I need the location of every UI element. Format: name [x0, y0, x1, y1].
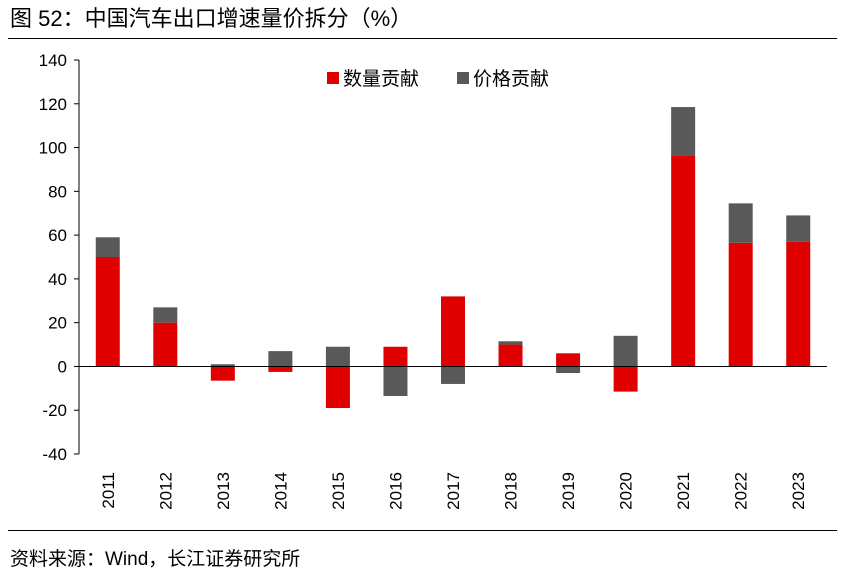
legend: 数量贡献 价格贡献 [327, 68, 549, 90]
bar-2013-series-0 [210, 366, 235, 381]
bar-2011-series-0 [95, 257, 120, 367]
legend-swatch-0 [327, 72, 339, 84]
x-axis-labels: 2011 2012 2013 2014 2015 2016 2017 2018 2019 2020… [99, 472, 808, 510]
bar-2016-series-0 [383, 346, 408, 367]
chart-title: 图 52：中国汽车出口增速量价拆分（%） [10, 6, 413, 31]
legend-label-1: 价格贡献 [473, 68, 549, 90]
y-tick-label: 140 [39, 51, 67, 70]
x-tick-label: 2014 [271, 472, 290, 510]
y-tick-label: -40 [42, 445, 67, 464]
x-tick-label: 2015 [329, 472, 348, 510]
bar-2022-series-0 [728, 242, 753, 367]
y-tick-label: 60 [48, 226, 67, 245]
x-tick-label: 2018 [502, 472, 521, 510]
y-tick-label: -20 [42, 401, 67, 420]
x-tick-label: 2021 [674, 472, 693, 510]
bar-2015-series-1 [325, 346, 350, 367]
bar-2019-series-0 [556, 353, 581, 367]
legend-swatch-1 [457, 72, 469, 84]
x-tick-label: 2023 [789, 472, 808, 510]
bar-2014-series-1 [268, 351, 293, 367]
source-note: 资料来源：Wind，长江证券研究所 [10, 549, 301, 570]
x-tick-label: 2011 [99, 472, 118, 509]
bar-2022-series-1 [728, 203, 753, 243]
y-tick-label: 0 [58, 357, 67, 376]
bar-2012-series-0 [153, 322, 178, 367]
bar-2018-series-1 [498, 341, 523, 345]
legend-label-0: 数量贡献 [343, 68, 419, 90]
bars [95, 107, 811, 409]
bar-2011-series-1 [95, 237, 120, 257]
bar-2023-series-1 [786, 215, 811, 242]
bar-2013-series-1 [210, 364, 235, 367]
x-tick-label: 2013 [214, 472, 233, 510]
bar-2019-series-1 [556, 366, 581, 374]
y-tick-label: 20 [48, 314, 67, 333]
bar-2017-series-1 [441, 366, 465, 384]
bar-2016-series-1 [383, 366, 408, 396]
bar-2018-series-0 [498, 344, 523, 367]
bar-2020-series-0 [613, 366, 638, 392]
y-tick-label: 100 [39, 139, 67, 158]
y-tick-label: 120 [39, 95, 67, 114]
x-tick-label: 2020 [617, 472, 636, 510]
y-axis-ticks: 140 120 100 80 60 40 20 0 -20 -40 [39, 51, 79, 464]
bar-2021-series-1 [671, 107, 696, 156]
bar-2023-series-0 [786, 241, 811, 367]
bar-2017-series-0 [441, 296, 465, 367]
bar-2014-series-0 [268, 366, 293, 372]
x-tick-label: 2017 [444, 472, 463, 510]
y-tick-label: 40 [48, 270, 67, 289]
x-tick-label: 2022 [732, 472, 751, 510]
bar-2020-series-1 [613, 335, 638, 367]
source-rule [8, 530, 837, 531]
bar-2012-series-1 [153, 307, 178, 323]
y-tick-label: 80 [48, 182, 67, 201]
bar-2015-series-0 [325, 366, 350, 409]
x-tick-label: 2012 [156, 472, 175, 510]
bar-2021-series-0 [671, 155, 696, 367]
x-tick-label: 2016 [386, 472, 405, 510]
x-tick-label: 2019 [559, 472, 578, 510]
title-rule [8, 38, 837, 39]
